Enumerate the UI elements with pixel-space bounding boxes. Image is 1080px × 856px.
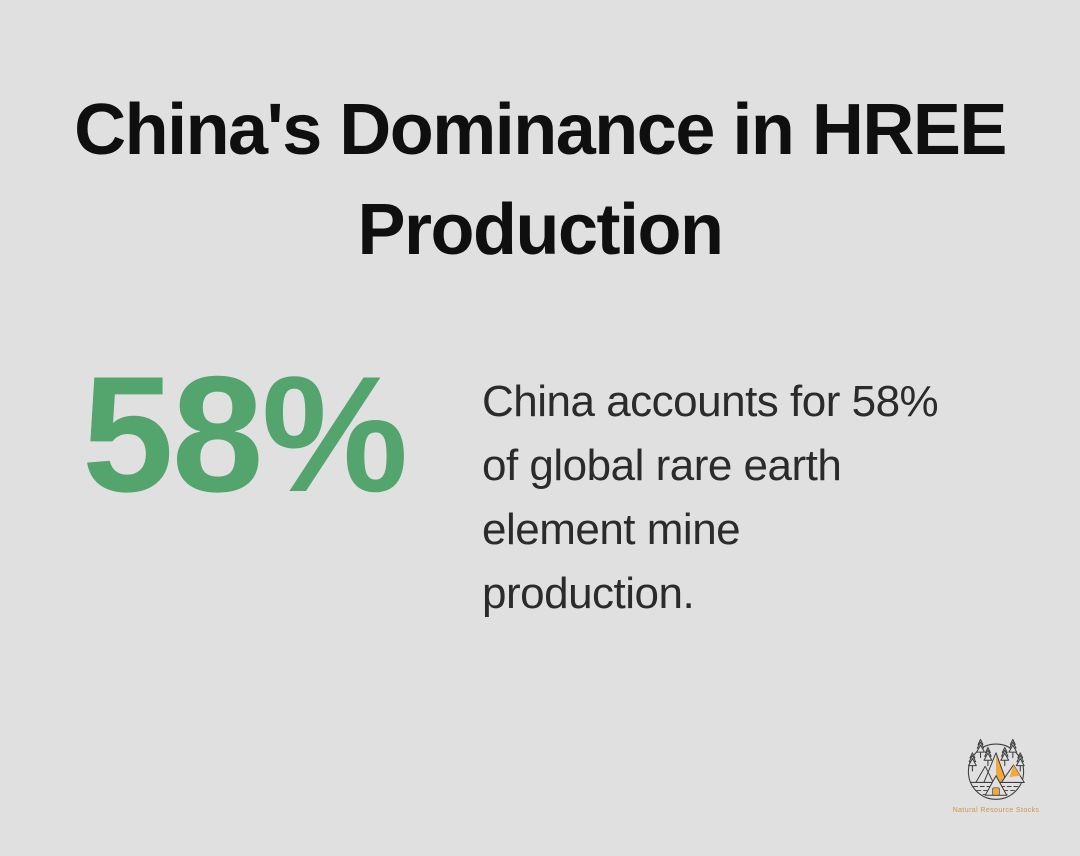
title-line-2: Production	[357, 190, 724, 270]
page-title: China's Dominance in HREE Production	[0, 80, 1080, 280]
brand-name: Natural Resource Stocks	[952, 807, 1040, 814]
brand-logo-block: Natural Resource Stocks	[926, 734, 1066, 814]
stat-description: China accounts for 58% of global rare ea…	[482, 370, 1002, 626]
stat-description-line: production.	[482, 569, 695, 618]
stat-value: 58%	[82, 342, 408, 526]
title-line-1: China's Dominance in HREE	[74, 90, 1007, 170]
stat-description-line: China accounts for 58%	[482, 377, 939, 426]
stat-description-line: of global rare earth	[482, 441, 842, 490]
stat-description-line: element mine	[482, 505, 741, 554]
mountain-forest-emblem-icon	[967, 738, 1025, 800]
